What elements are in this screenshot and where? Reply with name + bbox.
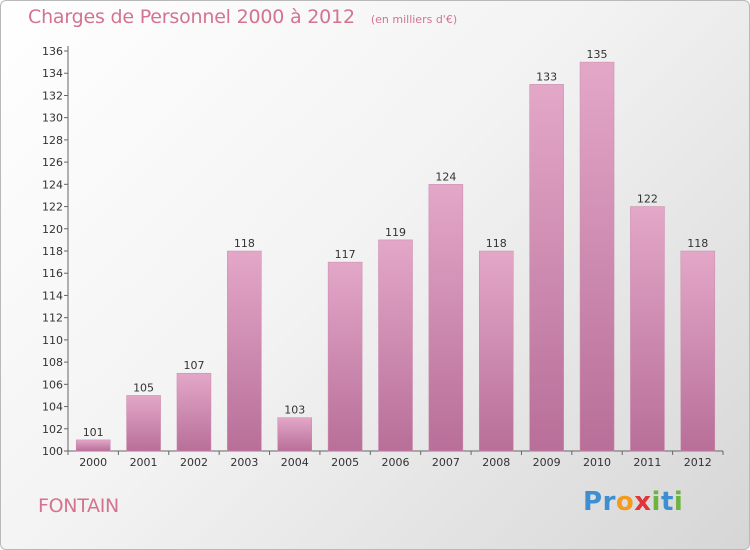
- x-tick-label: 2005: [331, 456, 359, 469]
- bar: [579, 61, 615, 452]
- logo-letter: t: [660, 487, 674, 517]
- y-tick-label: 118: [42, 245, 63, 258]
- x-tick-label: 2003: [230, 456, 258, 469]
- x-tick-label: 2007: [432, 456, 460, 469]
- y-tick-label: 124: [42, 178, 63, 191]
- y-tick-label: 130: [42, 112, 63, 125]
- x-tick-label: 2006: [382, 456, 410, 469]
- chart-title: Charges de Personnel 2000 à 2012: [28, 6, 355, 28]
- data-label: 105: [133, 381, 154, 394]
- y-tick-label: 116: [42, 267, 63, 280]
- bar: [378, 239, 413, 452]
- bar: [529, 84, 564, 452]
- bar: [176, 372, 212, 452]
- bar: [680, 250, 716, 452]
- data-label: 122: [637, 193, 658, 206]
- bar: [327, 261, 363, 452]
- y-tick-label: 106: [42, 378, 63, 391]
- data-label: 118: [234, 237, 255, 250]
- y-tick-label: 110: [42, 334, 63, 347]
- y-tick-label: 108: [42, 356, 63, 369]
- x-tick-label: 2011: [633, 456, 661, 469]
- x-tick-label: 2004: [281, 456, 309, 469]
- logo-letter: r: [602, 487, 616, 517]
- y-tick-label: 104: [42, 401, 63, 414]
- y-tick-label: 122: [42, 201, 63, 214]
- logo-letter: P: [583, 487, 603, 517]
- bar: [428, 184, 464, 452]
- data-label: 107: [183, 359, 204, 372]
- y-tick-label: 136: [42, 45, 63, 58]
- x-tick-label: 2008: [482, 456, 510, 469]
- x-tick-label: 2002: [180, 456, 208, 469]
- data-label: 103: [284, 404, 305, 417]
- logo-letter: o: [615, 487, 635, 517]
- data-label: 124: [435, 170, 456, 183]
- bar: [227, 250, 262, 452]
- y-tick-label: 134: [42, 67, 63, 80]
- data-label: 101: [83, 426, 104, 439]
- x-tick-label: 2000: [79, 456, 107, 469]
- y-tick-label: 132: [42, 89, 63, 102]
- x-tick-label: 2001: [130, 456, 158, 469]
- y-tick-label: 128: [42, 134, 63, 147]
- x-tick-label: 2009: [533, 456, 561, 469]
- bar: [126, 395, 161, 452]
- data-label: 117: [335, 248, 356, 261]
- y-tick-label: 114: [42, 289, 63, 302]
- bar: [479, 250, 514, 452]
- y-tick-label: 100: [42, 445, 63, 458]
- logo-letter: i: [651, 487, 661, 517]
- bar: [75, 439, 111, 452]
- chart-subtitle: (en milliers d'€): [370, 13, 458, 26]
- chart-title-block: Charges de Personnel 2000 à 2012 (en mill…: [28, 6, 457, 28]
- data-label: 118: [687, 237, 708, 250]
- place-name: FONTAIN: [38, 495, 119, 517]
- y-tick-label: 126: [42, 156, 63, 169]
- y-tick-label: 112: [42, 312, 63, 325]
- data-label: 118: [486, 237, 507, 250]
- data-label: 119: [385, 226, 406, 239]
- logo-letter: i: [673, 487, 684, 517]
- bar: [630, 206, 665, 452]
- logo-letter: x: [634, 487, 652, 517]
- y-tick-label: 120: [42, 223, 63, 236]
- x-tick-label: 2012: [684, 456, 712, 469]
- bar: [277, 417, 312, 452]
- x-tick-label: 2010: [583, 456, 611, 469]
- data-label: 133: [536, 70, 557, 83]
- proxiti-logo: Proxiti: [583, 487, 683, 517]
- y-tick-label: 102: [42, 423, 63, 436]
- data-label: 135: [587, 48, 608, 61]
